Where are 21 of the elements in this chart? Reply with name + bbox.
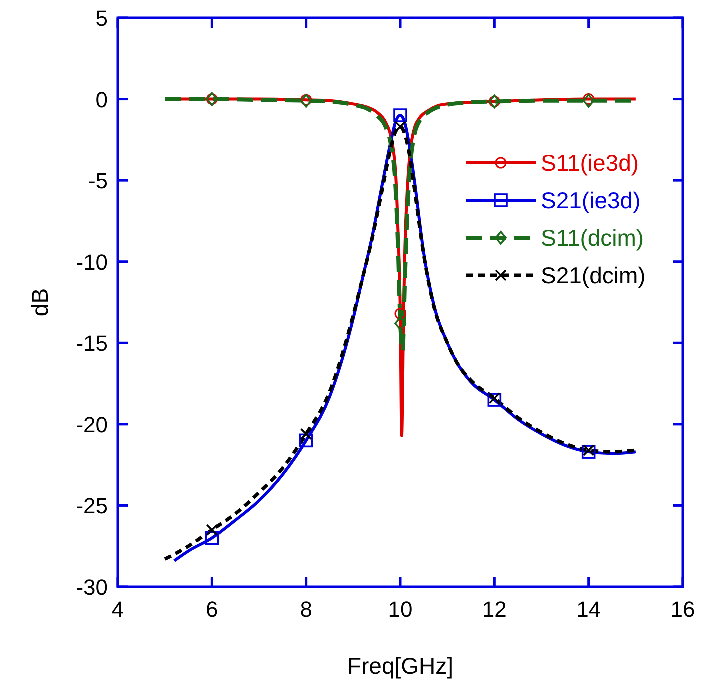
legend-label: S11(dcim) <box>541 225 644 251</box>
x-tick-label: 10 <box>388 597 413 622</box>
y-tick-label: -25 <box>76 494 108 519</box>
x-axis-title: Freq[GHz] <box>347 653 454 679</box>
y-axis-title: dB <box>27 288 53 317</box>
legend-label: S21(dcim) <box>541 262 646 288</box>
x-tick-label: 6 <box>206 597 218 622</box>
y-tick-label: -15 <box>76 331 108 356</box>
y-tick-label: -10 <box>76 250 108 275</box>
x-tick-label: 8 <box>300 597 312 622</box>
y-tick-label: -20 <box>76 412 108 438</box>
legend-label: S11(ie3d) <box>541 150 640 176</box>
x-tick-label: 16 <box>670 597 696 622</box>
y-tick-label: 0 <box>96 87 108 112</box>
x-tick-label: 12 <box>482 597 507 622</box>
x-tick-label: 4 <box>112 597 124 622</box>
y-tick-label: 5 <box>96 6 108 31</box>
y-tick-label: -5 <box>88 168 108 194</box>
legend-label: S21(ie3d) <box>541 188 641 214</box>
x-tick-label: 14 <box>576 597 602 622</box>
y-tick-label: -30 <box>76 575 108 600</box>
